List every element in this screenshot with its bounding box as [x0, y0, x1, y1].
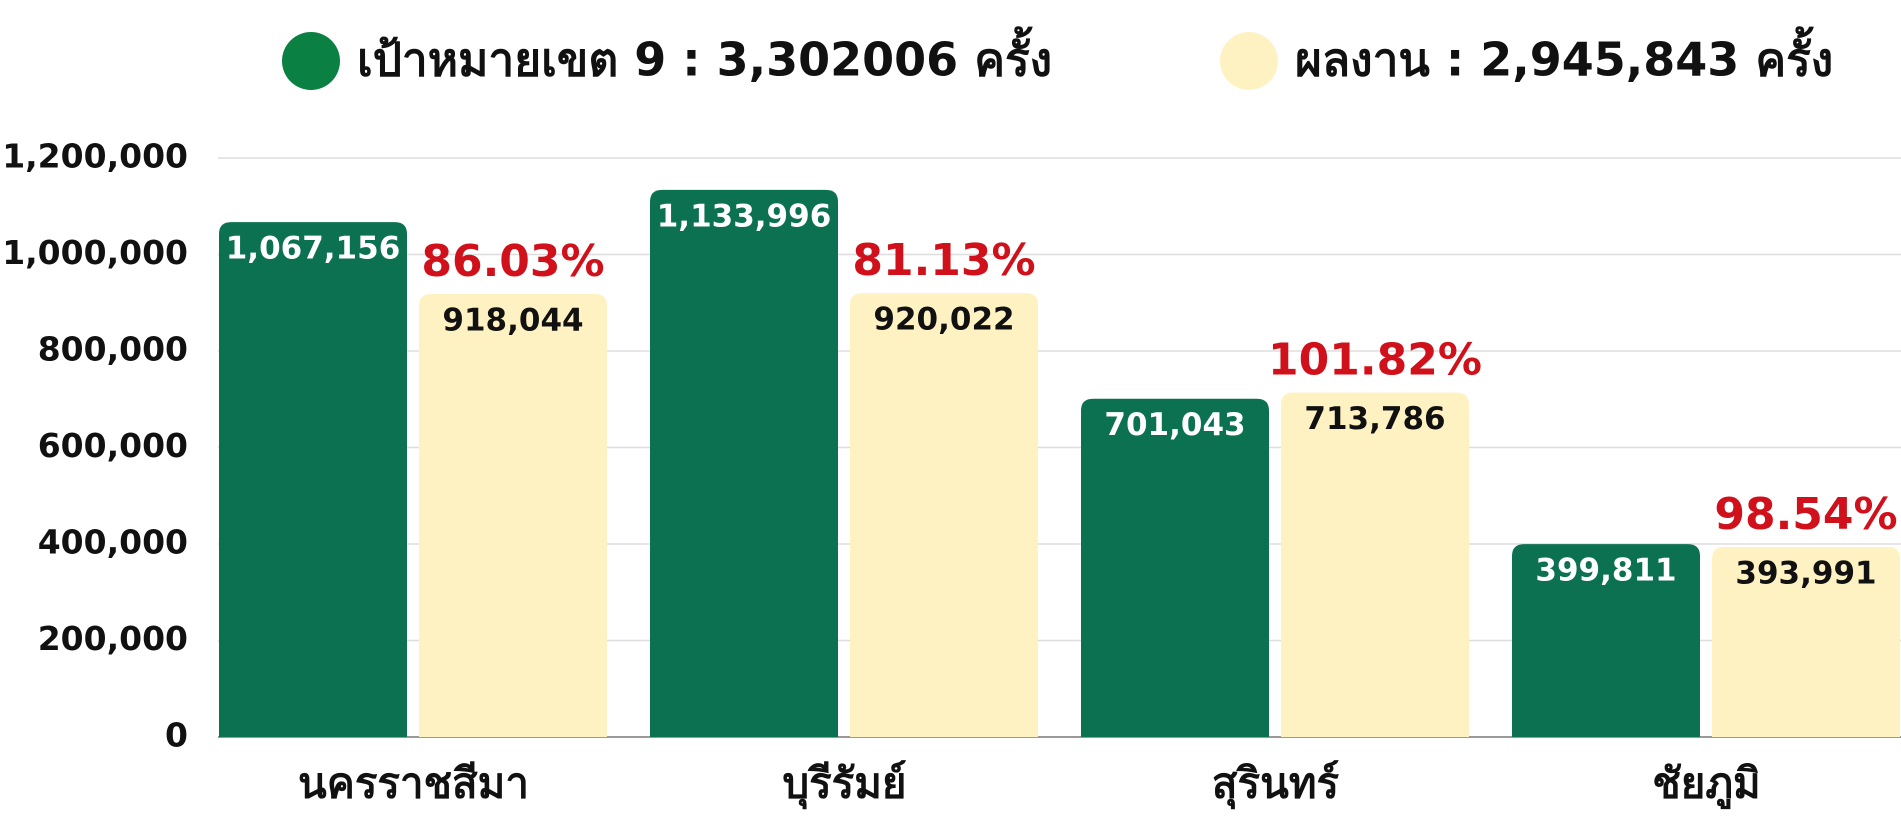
x-tick-label: นครราชสีมา — [298, 759, 529, 808]
value-label: 713,786 — [1304, 401, 1445, 437]
value-label: 918,044 — [442, 303, 583, 339]
y-tick-label: 1,000,000 — [2, 233, 188, 272]
bar — [1512, 544, 1700, 737]
y-tick-label: 0 — [165, 716, 188, 755]
bar — [419, 294, 607, 737]
bar — [650, 189, 838, 737]
y-tick-label: 200,000 — [38, 619, 188, 658]
legend-label: ผลงาน : 2,945,843 ครั้ง — [1295, 26, 1833, 87]
x-tick-label: บุรีรัมย์ — [782, 759, 906, 810]
y-tick-label: 400,000 — [38, 523, 188, 562]
bar — [850, 293, 1038, 737]
value-label: 920,022 — [873, 302, 1014, 338]
value-label: 393,991 — [1735, 555, 1876, 591]
value-label: 1,067,156 — [226, 231, 401, 267]
legend-swatch — [282, 32, 340, 90]
value-label: 1,133,996 — [657, 198, 832, 234]
bar — [1712, 546, 1900, 737]
x-tick-label: สุรินทร์ — [1212, 759, 1340, 810]
bar — [1081, 398, 1269, 737]
percentage-label: 86.03% — [421, 236, 604, 287]
legend-label: เป้าหมายเขต 9 : 3,302006 ครั้ง — [357, 26, 1052, 87]
bar — [1281, 392, 1469, 737]
percentage-label: 98.54% — [1714, 489, 1897, 540]
legend-swatch — [1220, 32, 1278, 90]
percentage-label: 81.13% — [852, 235, 1035, 286]
y-tick-label: 600,000 — [38, 426, 188, 465]
bar — [219, 222, 407, 737]
y-tick-label: 1,200,000 — [2, 137, 188, 176]
value-label: 399,811 — [1535, 553, 1676, 589]
y-tick-label: 800,000 — [38, 330, 188, 369]
value-label: 701,043 — [1104, 407, 1245, 443]
x-tick-label: ชัยภูมิ — [1652, 759, 1761, 810]
percentage-label: 101.82% — [1268, 335, 1482, 386]
